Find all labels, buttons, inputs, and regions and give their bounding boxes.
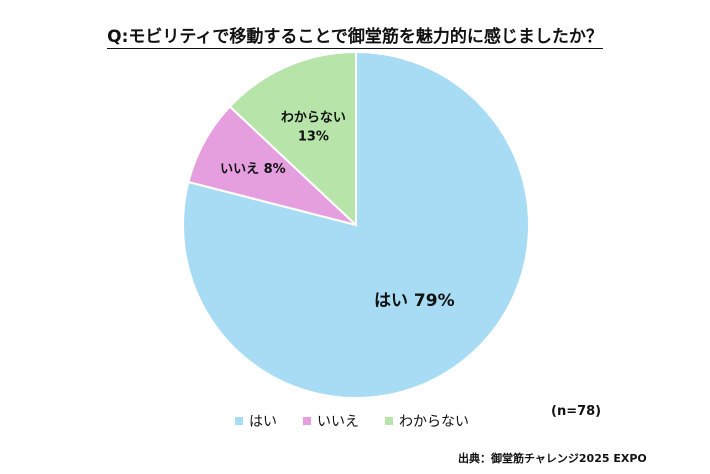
legend-label-no: いいえ	[317, 414, 359, 430]
legend-swatch-no	[303, 417, 311, 425]
legend-item-no: いいえ	[303, 411, 359, 431]
legend-label-yes: はい	[249, 414, 277, 430]
chart-title-text: Q:モビリティで移動することで御堂筋を魅力的に感じましたか？	[107, 27, 603, 49]
legend-label-unknown: わからない	[399, 414, 469, 430]
sample-size-note: (n=78)	[551, 404, 602, 419]
slice-label-no: いいえ 8%	[220, 162, 286, 177]
legend-item-unknown: わからない	[385, 411, 469, 431]
legend-swatch-unknown	[385, 417, 393, 425]
legend: はい いいえ わからない	[235, 411, 469, 431]
legend-item-yes: はい	[235, 411, 277, 431]
legend-swatch-yes	[235, 417, 243, 425]
slice-label-unknown: わからない 13%	[281, 111, 346, 145]
source-note: 出典：御堂筋チャレンジ2025 EXPO	[458, 452, 647, 465]
chart-title: Q:モビリティで移動することで御堂筋を魅力的に感じましたか？	[0, 22, 710, 49]
slice-unknown	[228, 50, 357, 228]
slice-label-yes: はい 79%	[374, 291, 455, 311]
